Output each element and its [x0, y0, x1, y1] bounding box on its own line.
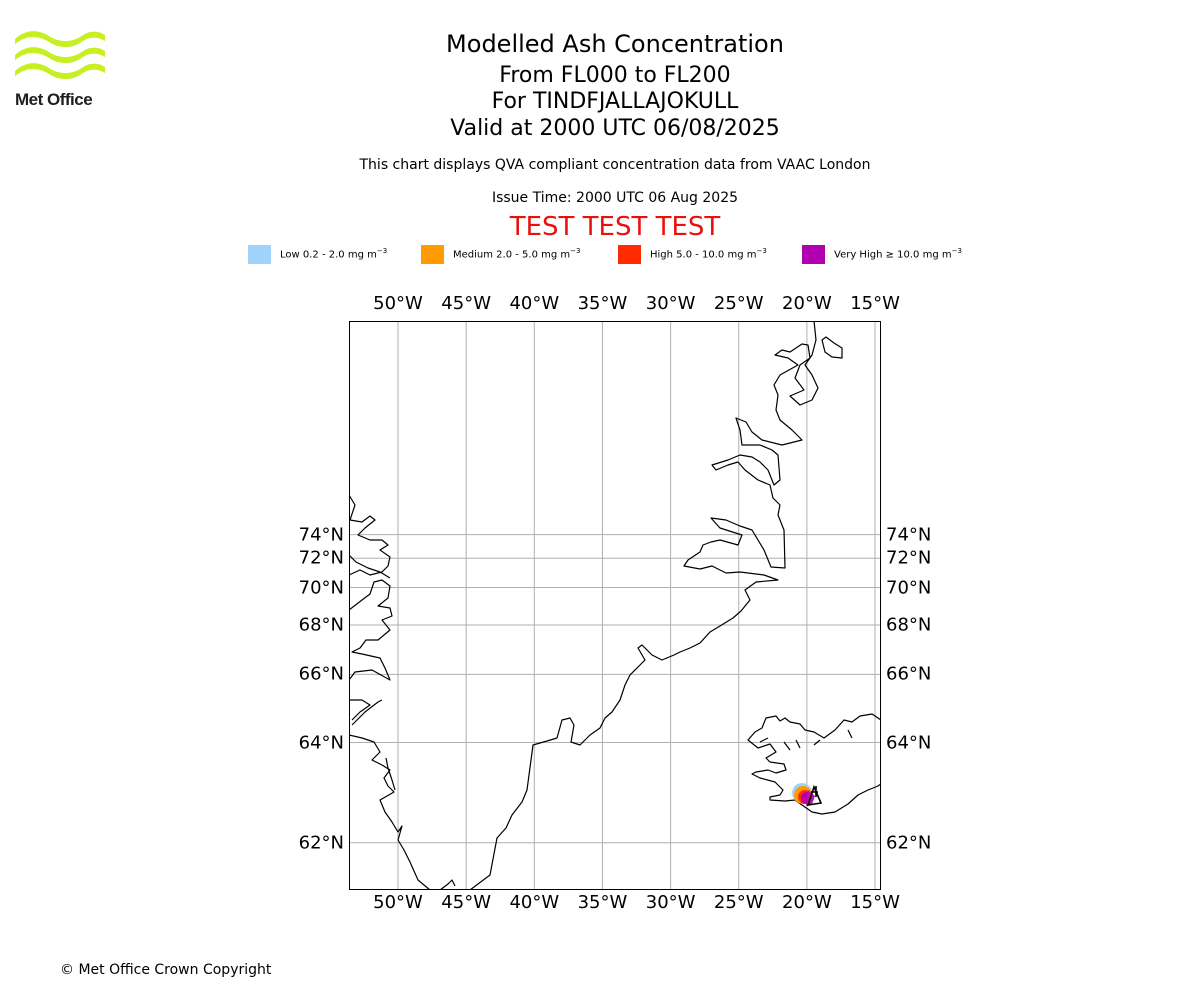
legend-swatch-medium — [421, 244, 444, 264]
latitude-label-right: 72°N — [886, 547, 932, 569]
legend-item-very-high: Very High ≥ 10.0 mg m−3 — [802, 244, 962, 264]
qva-compliance-note: This chart displays QVA compliant concen… — [359, 157, 871, 173]
coastline-iceland-fjords — [759, 729, 853, 751]
latitude-label-left: 74°N — [298, 524, 344, 546]
longitude-label-top: 20°W — [782, 293, 832, 314]
coastline-greenland-northeast-island — [821, 336, 843, 359]
longitude-label-top: 15°W — [850, 293, 900, 314]
coastline-greenland-west-inlet-3 — [385, 757, 396, 791]
volcano-name: For TINDFJALLAJOKULL — [491, 89, 739, 114]
longitude-label-top: 50°W — [373, 293, 423, 314]
map-panel — [349, 321, 881, 890]
longitude-label-bottom: 35°W — [577, 892, 628, 913]
test-banner: TEST TEST TEST — [509, 212, 721, 242]
legend-item-medium: Medium 2.0 - 5.0 mg m−3 — [421, 244, 580, 264]
latitude-label-right: 70°N — [886, 577, 932, 599]
copyright-notice: © Met Office Crown Copyright — [60, 962, 272, 978]
latitude-label-left: 66°N — [298, 663, 344, 685]
valid-time: Valid at 2000 UTC 06/08/2025 — [450, 116, 780, 141]
coastline-greenland-east — [469, 321, 819, 890]
latitude-label-right: 64°N — [886, 732, 932, 753]
coastline-greenland-southwest-tip — [439, 879, 456, 890]
volcano-marker-icon — [806, 784, 823, 806]
legend-item-high: High 5.0 - 10.0 mg m−3 — [618, 244, 767, 264]
issue-time: Issue Time: 2000 UTC 06 Aug 2025 — [491, 190, 739, 206]
coastlines — [349, 321, 881, 890]
legend-swatch-low — [248, 244, 271, 264]
met-office-wordmark: Met Office — [15, 90, 93, 109]
map-frame — [349, 321, 881, 890]
logo-wave-3 — [15, 63, 105, 80]
coastline-greenland-west-inlet-1 — [349, 554, 391, 579]
coastline-greenland-west — [349, 494, 431, 890]
latitude-label-left: 70°N — [298, 577, 344, 599]
met-office-logo — [15, 31, 105, 80]
legend-label-low: Low 0.2 - 2.0 mg m−3 — [280, 247, 388, 261]
longitude-label-bottom: 50°W — [373, 892, 423, 913]
latitude-label-left: 68°N — [298, 614, 344, 636]
latitude-label-right: 62°N — [886, 832, 932, 854]
flight-level-range: From FL000 to FL200 — [499, 63, 731, 88]
longitude-label-top: 45°W — [441, 293, 491, 314]
longitude-label-bottom: 15°W — [850, 892, 900, 913]
coastline-iceland — [747, 713, 881, 815]
longitude-label-bottom: 25°W — [713, 892, 764, 913]
longitude-label-bottom: 20°W — [782, 892, 832, 913]
longitude-label-top: 30°W — [645, 293, 696, 314]
longitude-label-top: 35°W — [577, 293, 628, 314]
longitude-label-bottom: 30°W — [645, 892, 696, 913]
legend-item-low: Low 0.2 - 2.0 mg m−3 — [248, 244, 387, 264]
legend-swatch-high — [618, 244, 641, 264]
legend-label-very-high: Very High ≥ 10.0 mg m−3 — [834, 247, 962, 261]
latitude-label-left: 62°N — [298, 832, 344, 854]
chart-title: Modelled Ash Concentration — [446, 30, 784, 58]
longitude-label-bottom: 40°W — [509, 892, 560, 913]
longitude-label-bottom: 45°W — [441, 892, 491, 913]
ash-concentration-polygons — [792, 783, 815, 806]
legend-swatch-very-high — [802, 244, 825, 264]
logo-wave-2 — [15, 47, 105, 64]
latitude-label-right: 74°N — [886, 524, 932, 546]
latitude-label-left: 72°N — [298, 547, 344, 569]
logo-wave-1 — [15, 31, 105, 48]
legend-label-high: High 5.0 - 10.0 mg m−3 — [650, 247, 767, 261]
coastline-greenland-west-inlet-2 — [351, 699, 383, 726]
longitude-label-top: 25°W — [713, 293, 764, 314]
longitude-label-top: 40°W — [509, 293, 560, 314]
latitude-label-right: 66°N — [886, 663, 932, 685]
latitude-label-left: 64°N — [298, 732, 344, 753]
legend-label-medium: Medium 2.0 - 5.0 mg m−3 — [453, 247, 581, 261]
latitude-label-right: 68°N — [886, 614, 932, 636]
